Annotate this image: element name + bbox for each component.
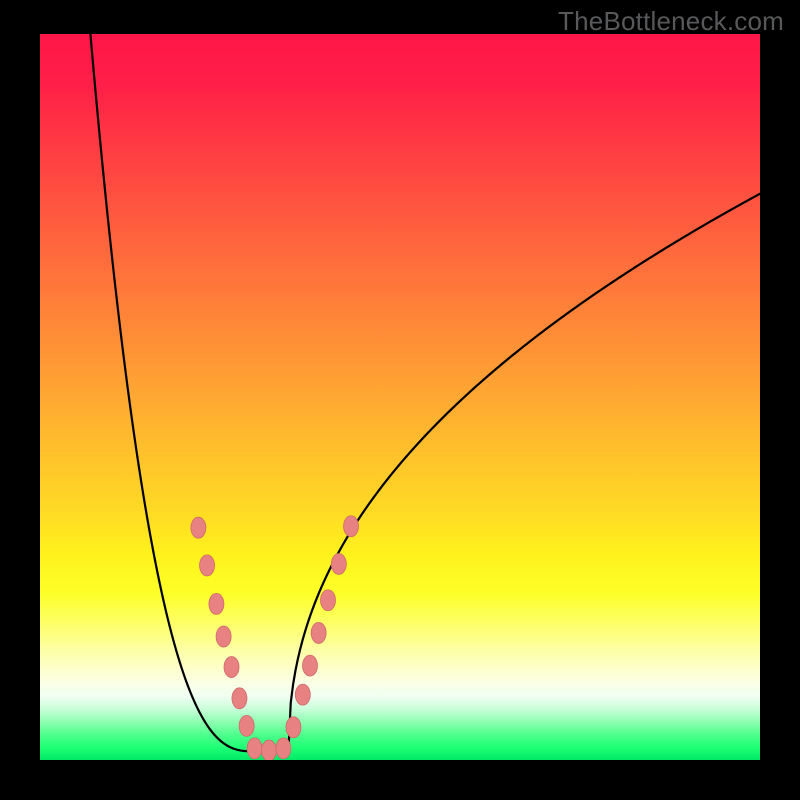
data-marker: [261, 740, 276, 760]
data-marker: [224, 657, 239, 678]
data-marker: [311, 622, 326, 643]
data-marker: [286, 717, 301, 738]
data-marker: [191, 517, 206, 538]
data-marker: [209, 593, 224, 614]
gradient-background: [40, 34, 760, 760]
data-marker: [200, 555, 215, 576]
data-marker: [331, 553, 346, 574]
plot-svg: [40, 34, 760, 760]
data-marker: [344, 516, 359, 537]
data-marker: [239, 715, 254, 736]
data-marker: [295, 684, 310, 705]
plot-area: [40, 34, 760, 760]
data-marker: [303, 655, 318, 676]
watermark-text: TheBottleneck.com: [558, 6, 784, 37]
data-marker: [232, 688, 247, 709]
data-marker: [321, 590, 336, 611]
data-marker: [276, 738, 291, 759]
data-marker: [216, 626, 231, 647]
chart-frame: TheBottleneck.com: [0, 0, 800, 800]
data-marker: [247, 738, 262, 759]
